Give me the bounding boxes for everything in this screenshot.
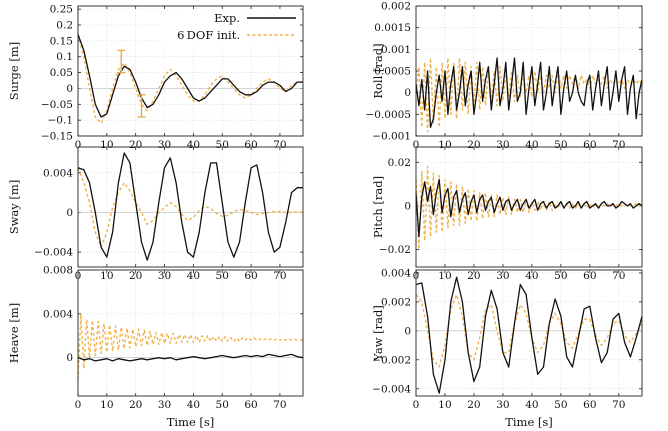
y-axis-label: Pitch [rad] xyxy=(371,176,385,238)
y-tick-label: 0 xyxy=(66,352,73,364)
x-tick-label: 10 xyxy=(438,399,451,411)
y-tick-label: 0.15 xyxy=(50,35,73,47)
sim-series-line xyxy=(415,165,642,251)
y-axis-label: Surge [m] xyxy=(7,42,21,100)
x-tick-label: 0 xyxy=(75,399,82,411)
exp-series-line xyxy=(77,34,303,118)
y-tick-label: −0.001 xyxy=(372,131,411,143)
exp-series-line xyxy=(77,152,303,261)
surge-panel: 0 10 20 30 40 50 60 70 0.25 0.2 0.15 0.1 0.05 0 −0.05 −… xyxy=(7,4,304,151)
x-tick-label: 70 xyxy=(612,139,625,151)
sim-series-line xyxy=(77,313,303,380)
legend-label-sim: 6 DOF init. xyxy=(177,28,240,42)
x-tick-label: 40 xyxy=(187,399,200,411)
x-tick-label: 40 xyxy=(525,399,538,411)
x-tick-label: 40 xyxy=(525,139,538,151)
y-tick-label: 0.05 xyxy=(50,67,73,79)
y-tick-label: −0.004 xyxy=(372,383,411,395)
y-axis-label: Heave [m] xyxy=(7,303,21,364)
y-tick-label: 0.25 xyxy=(50,4,73,16)
x-tick-label: 20 xyxy=(467,399,480,411)
legend-background xyxy=(160,9,300,45)
x-tick-label: 70 xyxy=(273,139,286,151)
y-tick-label: 0 xyxy=(404,200,411,212)
plot-frame xyxy=(415,5,643,137)
y-tick-label: 0.004 xyxy=(43,308,73,320)
x-tick-label: 20 xyxy=(129,139,142,151)
x-tick-label: 70 xyxy=(273,399,286,411)
x-tick-label: 10 xyxy=(100,399,113,411)
plot-frame xyxy=(77,269,304,397)
x-tick-label: 20 xyxy=(467,139,480,151)
y-tick-label: 0 xyxy=(66,207,73,219)
roll-panel: 0 10 20 30 40 50 60 700.0020.00150.0010.00050−0… xyxy=(365,1,643,151)
exp-series-line xyxy=(415,57,643,128)
x-axis-label: Time [s] xyxy=(505,415,553,429)
y-tick-label: 0.002 xyxy=(381,1,411,13)
plot-frame xyxy=(77,146,304,268)
y-tick-label: 0.0005 xyxy=(374,66,411,78)
y-tick-label: 0.1 xyxy=(56,51,73,63)
y-tick-label: −0.004 xyxy=(34,247,73,259)
heave-panel: 0 10 20 30 40 50 60 70 0.008 0.004 0 Heave [m] Time … xyxy=(7,265,304,429)
x-tick-label: 0 xyxy=(413,139,420,151)
sim-series-line xyxy=(77,34,303,124)
y-tick-label: 0 xyxy=(404,325,411,337)
y-axis-label: Sway [m] xyxy=(7,180,21,235)
y-tick-label: 0.004 xyxy=(381,267,411,279)
y-tick-label: 0 xyxy=(66,83,73,95)
x-tick-label: 50 xyxy=(554,139,567,151)
plot-frame xyxy=(415,146,643,268)
x-tick-label: 0 xyxy=(413,399,420,411)
y-tick-label: 0.0015 xyxy=(374,22,411,34)
legend: Exp. 6 DOF init. xyxy=(160,9,300,45)
x-tick-label: 30 xyxy=(158,139,171,151)
x-tick-label: 60 xyxy=(583,139,596,151)
y-tick-label: 0.008 xyxy=(43,265,73,277)
y-tick-label: −0.002 xyxy=(372,354,411,366)
exp-series-line xyxy=(415,276,643,394)
y-tick-label: −0.1 xyxy=(48,115,74,127)
y-tick-label: 0.002 xyxy=(381,296,411,308)
x-tick-label: 60 xyxy=(583,399,596,411)
y-tick-label: 0.02 xyxy=(388,157,411,169)
legend-label-exp: Exp. xyxy=(214,11,240,25)
x-tick-label: 50 xyxy=(216,139,229,151)
y-tick-label: −0.05 xyxy=(41,99,73,111)
x-tick-label: 0 xyxy=(75,139,82,151)
y-axis-label: Roll [rad] xyxy=(371,43,385,98)
x-tick-label: 70 xyxy=(612,399,625,411)
exp-series-line xyxy=(77,353,304,362)
x-tick-label: 60 xyxy=(244,139,257,151)
y-tick-label: 0.004 xyxy=(43,167,73,179)
x-tick-label: 30 xyxy=(496,399,509,411)
x-tick-label: 60 xyxy=(244,399,257,411)
y-tick-label: 0.2 xyxy=(56,20,73,32)
y-tick-label: −0.02 xyxy=(379,244,411,256)
x-tick-label: 20 xyxy=(129,399,142,411)
y-tick-label: 0.001 xyxy=(381,44,411,56)
x-tick-label: 50 xyxy=(554,399,567,411)
x-tick-label: 10 xyxy=(100,139,113,151)
yaw-panel: 0 10 20 30 40 50 60 70 0.004 0.002 0 −0.002 −0.004 Ya… xyxy=(371,267,643,429)
y-axis-label: Yaw [rad] xyxy=(371,305,385,362)
x-axis-label: Time [s] xyxy=(167,415,215,429)
x-tick-label: 40 xyxy=(187,139,200,151)
plot-frame xyxy=(77,5,304,137)
x-tick-label: 30 xyxy=(496,139,509,151)
x-tick-label: 30 xyxy=(158,399,171,411)
sim-series-line xyxy=(415,293,643,368)
y-tick-label: −0.15 xyxy=(41,131,73,143)
plot-frame xyxy=(415,269,643,397)
exp-series-line xyxy=(415,179,643,238)
y-tick-label: 0 xyxy=(404,87,411,99)
x-tick-label: 50 xyxy=(216,399,229,411)
sim-series-line xyxy=(77,167,304,248)
y-tick-label: −0.0005 xyxy=(365,109,411,121)
x-tick-label: 10 xyxy=(438,139,451,151)
